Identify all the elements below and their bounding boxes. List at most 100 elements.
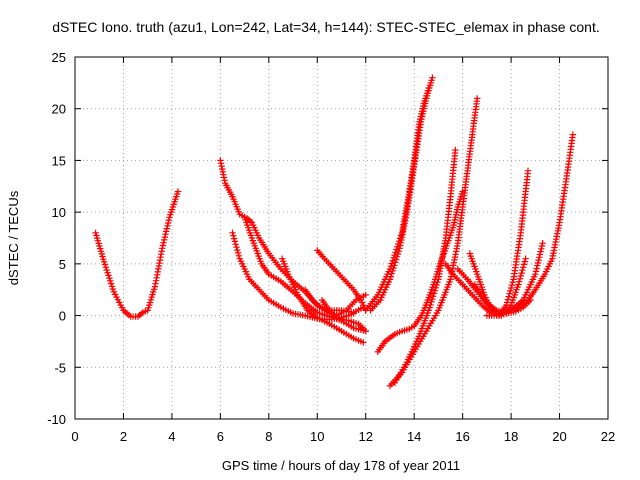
data-point [569,131,577,138]
data-point [390,264,397,272]
data-point [159,245,166,252]
data-point [229,229,236,236]
plot-frame [74,56,609,420]
y-tick-label: 20 [52,102,66,117]
data-point [387,273,394,280]
data-point [431,287,439,294]
data-point [392,259,399,266]
data-point [518,269,525,277]
series-11 [367,74,436,314]
y-tick-label: 25 [52,50,66,65]
data-point [516,275,524,282]
x-tick-label: 10 [310,429,324,444]
chart-title: dSTEC Iono. truth (azu1, Lon=242, Lat=34… [52,19,599,35]
data-point [350,310,357,317]
data-point [520,264,527,271]
data-point [538,245,545,252]
data-point [520,261,528,268]
series-5 [278,255,367,346]
data-point [539,240,546,247]
x-tick-label: 14 [407,429,421,444]
series-8 [318,291,369,319]
y-tick-label: 10 [52,205,66,220]
y-tick-label: 5 [59,257,66,272]
data-point [106,274,113,282]
data-point [102,264,109,271]
data-point [507,287,514,295]
data-point [388,270,395,277]
data-point [386,276,394,283]
data-point [161,236,168,244]
data-point [174,188,182,195]
data-point [393,253,401,260]
data-point [231,238,239,245]
data-point [162,231,169,238]
data-point [234,246,241,254]
data-point [554,230,561,237]
x-tick-label: 12 [358,429,372,444]
data-point [362,291,369,299]
series-12 [386,95,481,390]
data-point [430,290,438,297]
data-point [509,279,516,286]
series-line [389,98,478,387]
series-14 [420,188,466,314]
y-tick-label: -5 [54,360,66,375]
data-point [230,235,238,242]
y-tick-label: 15 [52,153,66,168]
series-1 [92,188,182,320]
data-point [524,167,532,174]
data-point [429,295,436,303]
data-point [508,281,516,289]
data-point [233,244,240,251]
data-point [394,250,402,258]
grid [75,57,608,419]
data-point [517,272,524,280]
data-point [459,188,466,195]
data-point [165,216,172,224]
x-tick-label: 0 [71,429,78,444]
data-point [534,262,541,269]
data-point [536,254,543,261]
data-point [532,271,539,278]
data-point [360,339,367,346]
x-axis-label: GPS time / hours of day 178 of year 2011 [222,458,460,473]
data-point [429,74,436,81]
data-point [522,255,529,262]
data-point [519,267,526,274]
data-point [537,248,544,255]
data-point [507,284,515,292]
data-point [428,298,435,306]
series-line [95,191,179,318]
data-point [232,241,239,248]
data-point [533,265,540,272]
data-point [163,225,170,232]
data-point [164,222,171,229]
data-point [452,146,459,154]
data-point [395,248,402,255]
data-point [235,252,243,259]
x-tick-label: 2 [120,429,127,444]
x-tick-label: 4 [168,429,175,444]
x-tick-label: 16 [455,429,469,444]
data-point [160,239,167,246]
series-20 [512,131,577,314]
y-axis-label: dSTEC / TECUs [6,190,21,285]
data-point [474,95,481,102]
data-point [392,256,400,263]
data-point [538,242,546,250]
x-tick-label: 22 [601,429,615,444]
data-point [515,281,522,288]
y-tick-label: -10 [47,412,66,427]
data-point [549,252,556,260]
data-point [362,327,369,335]
data-point [429,293,437,300]
data-point [552,238,559,246]
data-point [521,258,528,265]
data-point [432,284,439,291]
data-point [234,249,242,257]
x-tick-label: 6 [217,429,224,444]
data-point [505,293,512,300]
series-line [515,134,574,311]
